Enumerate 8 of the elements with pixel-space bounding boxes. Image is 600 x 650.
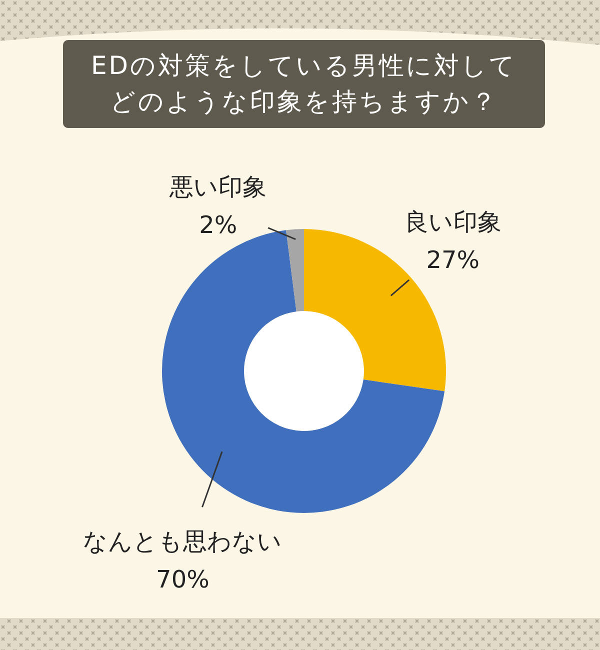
slice-label: なんとも思わない: [83, 528, 282, 556]
data-label: 2%: [199, 211, 238, 240]
slice-label: 悪い印象: [168, 173, 267, 202]
chart-title: EDの対策をしている男性に対してどのような印象を持ちますか？: [90, 50, 518, 118]
data-label: 27%: [426, 246, 480, 274]
donut-slice: [286, 229, 304, 312]
slice-label: 良い印象: [404, 208, 502, 236]
data-label: 70%: [156, 566, 210, 594]
